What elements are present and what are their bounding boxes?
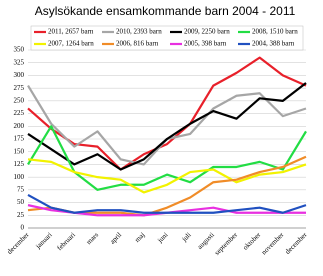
- series-line: [27, 193, 307, 214]
- x-tick-label: mars: [85, 231, 100, 246]
- series-line: [27, 82, 307, 171]
- y-tick-label: 0: [21, 224, 25, 232]
- y-tick-label: 350: [14, 46, 25, 54]
- y-tick-label: 150: [14, 147, 25, 155]
- legend-label: 2005, 398 barn: [184, 40, 227, 48]
- x-tick-label: februari: [56, 231, 77, 252]
- y-tick-label: 175: [14, 135, 25, 143]
- x-tick-label: maj: [133, 231, 146, 244]
- series-line: [27, 56, 307, 171]
- x-tick-label: december: [284, 230, 309, 255]
- legend-box: [30, 25, 304, 51]
- legend-label: 2008, 1510 barn: [252, 28, 298, 36]
- chart-title: Asylsökande ensamkommande barn 2004 - 20…: [35, 4, 296, 18]
- y-tick-label: 100: [14, 173, 25, 181]
- y-tick-label: 50: [17, 198, 25, 206]
- legend-label: 2006, 816 barn: [116, 40, 159, 48]
- y-tick-label: 125: [14, 160, 25, 168]
- x-tick-label: april: [108, 231, 123, 246]
- legend-label: 2007, 1264 barn: [48, 40, 94, 48]
- series-line: [27, 125, 307, 191]
- legend-label: 2011, 2657 barn: [48, 28, 94, 36]
- series-line: [27, 158, 307, 194]
- x-tick-label: juli: [180, 231, 193, 244]
- x-tick-label: november: [260, 230, 286, 256]
- y-tick-label: 75: [17, 185, 25, 193]
- x-tick-label: juni: [155, 231, 169, 245]
- series-line: [27, 85, 307, 166]
- y-tick-label: 25: [17, 211, 25, 219]
- y-tick-label: 300: [14, 71, 25, 79]
- y-tick-label: 225: [14, 109, 25, 117]
- x-tick-label: oktober: [241, 230, 262, 251]
- y-tick-label: 250: [14, 96, 25, 104]
- y-tick-label: 200: [14, 122, 25, 130]
- x-tick-label: augusti: [196, 231, 216, 251]
- y-tick-label: 325: [14, 58, 25, 66]
- x-tick-label: september: [213, 230, 239, 256]
- x-tick-label: december: [6, 230, 31, 255]
- legend-label: 2010, 2393 barn: [116, 28, 162, 36]
- legend-label: 2004, 388 barn: [252, 40, 295, 48]
- y-tick-label: 275: [14, 84, 25, 92]
- series-line: [27, 155, 307, 217]
- legend-label: 2009, 2250 barn: [184, 28, 230, 36]
- x-tick-label: januari: [34, 231, 54, 251]
